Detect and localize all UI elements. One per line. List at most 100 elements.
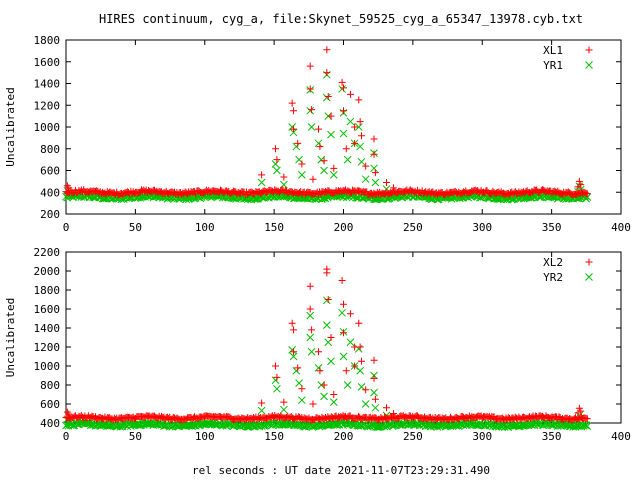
data-point-cross	[292, 142, 301, 151]
legend-marker	[585, 258, 593, 266]
data-point-cross	[314, 364, 323, 372]
data-point-plus	[298, 160, 306, 168]
data-point-plus	[308, 326, 316, 334]
data-point-cross	[292, 366, 301, 375]
data-point-cross	[306, 333, 315, 342]
data-point-plus	[575, 404, 583, 412]
y-tick-label: 1600	[34, 303, 61, 316]
y-tick-label: 800	[40, 379, 60, 392]
data-point-cross	[257, 178, 266, 187]
data-point-cross	[250, 195, 259, 203]
data-point-cross	[323, 421, 332, 430]
data-point-cross	[219, 421, 227, 430]
data-point-cross	[243, 423, 252, 431]
data-point-cross	[538, 421, 547, 429]
data-point-plus	[575, 177, 583, 185]
x-tick-label: 350	[542, 430, 562, 443]
data-point-plus	[351, 139, 359, 147]
y-tick-label: 200	[40, 208, 60, 221]
data-point-cross	[583, 422, 592, 431]
data-point-plus	[574, 409, 582, 417]
legend-label: XL2	[543, 256, 563, 269]
y-tick-label: 400	[40, 417, 60, 430]
data-point-cross	[298, 396, 306, 405]
data-point-plus	[320, 381, 328, 389]
data-point-cross	[320, 392, 328, 401]
legend-label: YR1	[543, 59, 563, 72]
data-point-cross	[357, 383, 366, 391]
data-point-cross	[307, 347, 316, 356]
data-point-cross	[321, 194, 330, 203]
data-point-cross	[322, 296, 331, 305]
data-point-cross	[338, 308, 346, 317]
data-point-cross	[289, 352, 298, 361]
data-point-cross	[568, 420, 576, 429]
data-point-plus	[323, 69, 331, 77]
y-axis-label: Uncalibrated	[4, 87, 17, 166]
data-point-cross	[271, 376, 280, 385]
data-point-cross	[371, 403, 380, 412]
x-tick-label: 400	[611, 221, 631, 234]
data-point-cross	[210, 420, 219, 429]
data-point-plus	[370, 374, 378, 382]
y-tick-label: 800	[40, 143, 60, 156]
data-point-plus	[574, 183, 582, 191]
x-tick-label: 150	[264, 430, 284, 443]
data-point-cross	[198, 420, 207, 429]
y-tick-label: 1800	[34, 34, 61, 47]
data-point-plus	[583, 190, 591, 198]
x-tick-label: 250	[403, 430, 423, 443]
data-point-plus	[389, 410, 397, 417]
data-point-plus	[272, 145, 280, 153]
y-axis-label: Uncalibrated	[4, 298, 17, 377]
data-point-plus	[294, 364, 302, 372]
data-point-plus	[290, 348, 298, 356]
data-point-cross	[447, 195, 456, 203]
data-point-plus	[351, 362, 359, 370]
data-point-plus	[370, 135, 378, 143]
data-point-plus	[309, 400, 317, 408]
data-point-plus	[290, 326, 298, 334]
data-point-cross	[307, 123, 316, 131]
data-point-cross	[346, 117, 355, 126]
data-point-plus	[320, 157, 328, 165]
data-point-plus	[290, 125, 298, 133]
data-point-plus	[351, 123, 359, 131]
data-point-plus	[288, 99, 296, 107]
x-axis-label: rel seconds : UT date 2021-11-07T23:29:3…	[192, 464, 490, 477]
data-point-cross	[320, 166, 328, 175]
data-point-cross	[257, 406, 266, 415]
data-point-plus	[327, 334, 335, 341]
data-point-cross	[298, 170, 306, 179]
data-point-cross	[322, 321, 331, 330]
data-point-cross	[553, 422, 562, 430]
data-point-cross	[499, 420, 508, 429]
y-tick-label: 1600	[34, 56, 61, 69]
y-tick-label: 1200	[34, 99, 61, 112]
data-point-cross	[373, 423, 382, 431]
data-point-plus	[371, 395, 379, 403]
data-point-cross	[585, 61, 593, 69]
data-point-cross	[346, 338, 355, 347]
data-point-plus	[340, 84, 347, 92]
data-point-plus	[346, 90, 354, 98]
x-tick-label: 50	[129, 430, 142, 443]
data-point-plus	[585, 46, 593, 54]
data-point-plus	[371, 169, 379, 177]
y-tick-label: 1400	[34, 322, 61, 335]
data-point-plus	[338, 277, 346, 284]
x-tick-label: 100	[195, 221, 215, 234]
data-point-cross	[370, 164, 378, 173]
data-point-cross	[314, 139, 323, 148]
x-tick-label: 300	[472, 221, 492, 234]
data-point-plus	[280, 173, 288, 181]
data-point-plus	[327, 112, 335, 120]
data-point-plus	[356, 118, 364, 126]
data-point-cross	[354, 123, 363, 131]
data-point-cross	[144, 419, 153, 428]
data-point-plus	[342, 367, 350, 375]
series-XL1	[62, 46, 591, 199]
data-point-cross	[327, 357, 335, 366]
data-point-plus	[362, 162, 370, 170]
